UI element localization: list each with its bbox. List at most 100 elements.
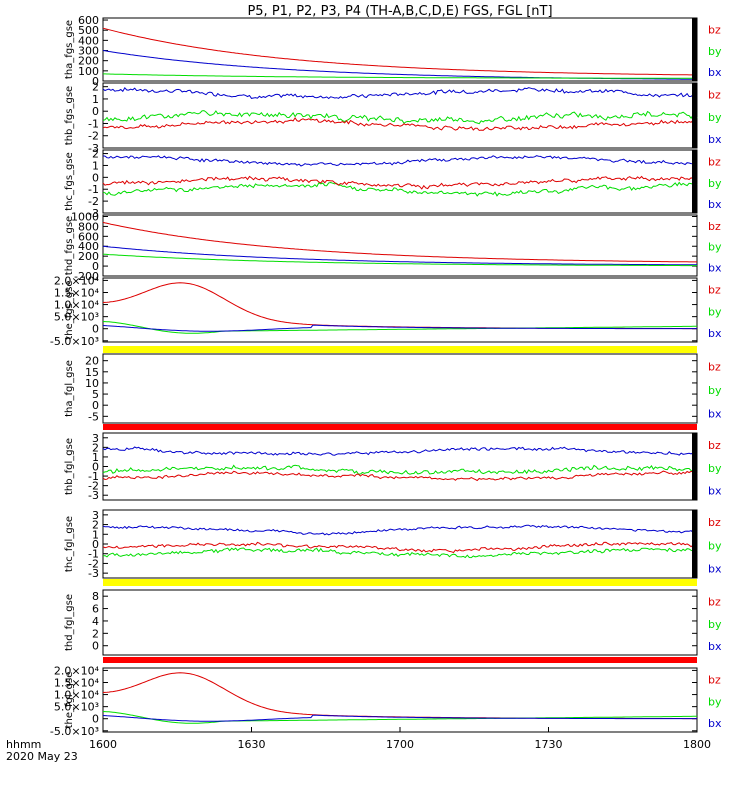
y-tick-label: 0 (92, 75, 99, 88)
panel-frame (102, 353, 698, 424)
y-tick-label: 600 (78, 14, 99, 27)
legend-by: by (708, 695, 722, 708)
series-by (102, 547, 698, 559)
y-tick-label: 5.0×10³ (54, 311, 99, 324)
y-axis-label: thc_fgl_gse (64, 516, 75, 572)
y-tick-label: 2.0×10⁴ (54, 274, 100, 287)
x-tick-label: 1600 (89, 738, 117, 751)
series-by (102, 253, 697, 267)
series-by (103, 73, 697, 79)
y-axis-label: thc_fgs_gse (64, 152, 75, 211)
date-label: 2020 May 23 (6, 750, 78, 763)
panel-frame (102, 17, 698, 82)
legend-bx: bx (708, 133, 722, 146)
panel-frame (102, 432, 698, 501)
y-tick-label: 1.5×10⁴ (54, 286, 100, 299)
status-bar (103, 424, 697, 430)
legend-bx: bx (708, 198, 722, 211)
legend-by: by (708, 45, 722, 58)
legend-bz: bz (708, 284, 721, 297)
legend-by: by (708, 111, 722, 124)
y-tick-label: -2 (88, 480, 99, 493)
y-tick-label: 3 (92, 432, 99, 445)
panel-frame (102, 277, 698, 343)
legend-bz: bz (708, 220, 721, 233)
series-bz (102, 672, 697, 720)
y-tick-label: 6 (92, 603, 99, 616)
series-bz (102, 541, 698, 554)
legend-bx: bx (708, 562, 722, 575)
panel-thc_fgs_gse: 210-1-2-3 thc_fgs_gse bz by bx (64, 148, 722, 220)
legend-by: by (708, 177, 722, 190)
series-bx (102, 50, 697, 80)
y-tick-label: 5.0×10³ (54, 701, 99, 714)
y-tick-label: 1000 (71, 210, 99, 223)
y-tick-label: 800 (78, 220, 99, 233)
y-tick-label: 0 (92, 171, 99, 184)
y-tick-label: 20 (85, 355, 99, 368)
legend-bx: bx (708, 327, 722, 340)
y-tick-label: -1 (88, 117, 99, 130)
y-tick-label: 0 (92, 713, 99, 726)
y-tick-label: 0 (92, 323, 99, 336)
y-tick-label: 0 (92, 640, 99, 653)
y-tick-label: 200 (78, 250, 99, 263)
y-tick-label: -5 (88, 410, 99, 423)
legend-by: by (708, 384, 722, 397)
y-axis-label: thb_fgl_gse (64, 438, 75, 495)
legend-bz: bz (708, 674, 721, 687)
y-tick-label: 0 (92, 399, 99, 412)
edge-mark (692, 18, 697, 81)
panel-the_fgl_gse: -5.0×10³05.0×10³1.0×10⁴1.5×10⁴2.0×10⁴the… (50, 664, 722, 737)
legend-bx: bx (708, 261, 722, 274)
series-by (102, 321, 697, 334)
series-bz (102, 27, 697, 76)
y-tick-label: 500 (78, 24, 99, 37)
series-bz (102, 282, 697, 330)
y-tick-label: 2 (92, 441, 99, 454)
edge-mark (692, 433, 697, 500)
series-bz (102, 470, 698, 482)
series-bx (102, 446, 698, 456)
y-tick-label: 1.0×10⁴ (54, 299, 100, 312)
y-tick-label: 2 (92, 519, 99, 532)
series-bx (102, 86, 698, 100)
y-tick-label: 300 (78, 45, 99, 58)
status-bar (103, 346, 697, 353)
legend-by: by (708, 462, 722, 475)
series-bz (102, 175, 698, 190)
y-tick-label: 2 (92, 627, 99, 640)
status-bar (103, 657, 697, 663)
y-axis-label: thd_fgs_gse (64, 216, 75, 275)
y-tick-label: -3 (88, 567, 99, 580)
y-tick-label: -5.0×10³ (50, 335, 99, 348)
y-tick-label: 600 (78, 230, 99, 243)
y-tick-label: -1 (88, 548, 99, 561)
x-axis: 1600 1630 1700 1730 1800 (89, 727, 711, 751)
status-bar (103, 579, 697, 586)
y-axis-label: tha_fgs_gse (64, 20, 75, 79)
legend-bx: bx (708, 717, 722, 730)
y-tick-label: 2.0×10⁴ (54, 664, 100, 677)
series-bx (102, 155, 698, 167)
y-tick-label: -2 (88, 130, 99, 143)
panel-frame (102, 214, 698, 277)
legend-bx: bx (708, 485, 722, 498)
panel-frame (102, 667, 698, 733)
legend-by: by (708, 305, 722, 318)
series-by (102, 711, 697, 724)
series-bx (102, 245, 697, 266)
series-by (102, 464, 698, 475)
chart-title: P5, P1, P2, P3, P4 (TH-A,B,C,D,E) FGS, F… (247, 4, 552, 19)
time-axis-label: hhmm (6, 738, 41, 751)
legend-bz: bz (708, 23, 721, 36)
y-tick-label: -3 (88, 207, 99, 220)
y-tick-label: -3 (88, 489, 99, 502)
y-tick-label: 0 (92, 105, 99, 118)
y-tick-label: 1.0×10⁴ (54, 689, 100, 702)
legend-bz: bz (708, 360, 721, 373)
